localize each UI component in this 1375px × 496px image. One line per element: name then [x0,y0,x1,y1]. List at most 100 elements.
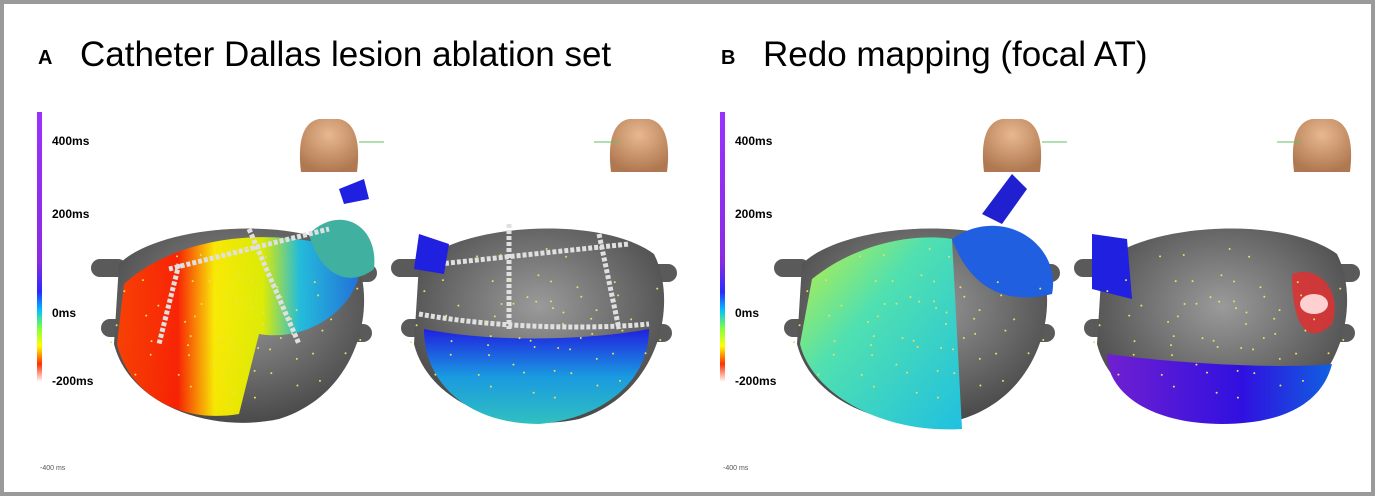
map-point [870,344,872,346]
map-point [552,307,554,309]
map-point [945,323,947,325]
map-point [1252,348,1254,350]
map-point [614,281,616,283]
map-point [1233,281,1235,283]
map-point [1213,340,1215,342]
map-point [190,386,192,388]
map-point [1253,372,1255,374]
map-point [188,354,190,356]
map-point [280,296,282,298]
scale-label: -200ms [52,374,94,388]
map-point [535,301,537,303]
map-point [317,294,319,296]
map-point [1342,339,1344,341]
map-point [1013,318,1015,320]
color-bar [720,112,725,412]
map-point [1209,296,1211,298]
map-point [276,286,278,288]
map-point [1274,333,1276,335]
map-point [859,255,861,257]
map-point [519,337,521,339]
map-point [490,335,492,337]
map-point [262,323,264,325]
map-point [963,296,965,298]
scale-label: 0ms [735,306,759,320]
map-point [1042,339,1044,341]
map-point [1279,385,1281,387]
map-point [487,344,489,346]
map-point [596,358,598,360]
map-point [565,256,567,258]
map-point [537,274,539,276]
map-point [157,305,159,307]
map-point [974,333,976,335]
map-point [902,337,904,339]
map-point [952,348,954,350]
map-point [416,324,418,326]
map-point [142,279,144,281]
map-point [345,352,347,354]
map-point [895,303,897,305]
map-point [570,372,572,374]
map-point [1192,280,1194,282]
map-point [1171,354,1173,356]
map-point [1304,330,1306,332]
map-point [892,280,894,282]
scale-label: 0ms [52,306,76,320]
map-point [110,341,112,343]
map-point [1184,303,1186,305]
map-point [959,286,961,288]
map-point [410,341,412,343]
map-point [509,280,511,282]
map-point [296,309,298,311]
map-point [230,340,232,342]
scale-footer: -400 ms [40,465,66,472]
map-point [580,296,582,298]
map-point [190,335,192,337]
appendage-tip [339,179,369,204]
map-point [929,248,931,250]
map-point [445,315,447,317]
map-point [123,290,125,292]
map-point [534,346,536,348]
map-point [1167,321,1169,323]
scale-label: 400ms [52,134,90,148]
vein-blue [1092,234,1132,299]
map-point [871,354,873,356]
map-point [591,333,593,335]
map-point [490,386,492,388]
map-point [265,256,267,258]
map-point [1173,335,1175,337]
map-point [546,248,548,250]
map-point [875,280,877,282]
map-point [1240,347,1242,349]
map-point [262,311,264,313]
map-point [254,397,256,399]
map-point [596,309,598,311]
map-point [906,372,908,374]
map-point [484,321,486,323]
map-point [550,300,552,302]
map-point [254,370,256,372]
map-point [1237,370,1239,372]
map-point [500,254,502,256]
map-point [178,374,180,376]
map-point [252,307,254,309]
map-point [1028,352,1030,354]
panel-title: Catheter Dallas lesion ablation set [80,35,611,74]
map-point [151,340,153,342]
map-point [219,337,221,339]
map-point [997,281,999,283]
map-point [1273,318,1275,320]
map-point [828,315,830,317]
map-point [1263,296,1265,298]
map-point [1216,392,1218,394]
map-point [645,352,647,354]
map-point [1159,255,1161,257]
scale-label: 400ms [735,134,773,148]
map-point [1313,318,1315,320]
map-point [1004,330,1006,332]
map-point [873,335,875,337]
map-point [935,307,937,309]
map-point [226,296,228,298]
